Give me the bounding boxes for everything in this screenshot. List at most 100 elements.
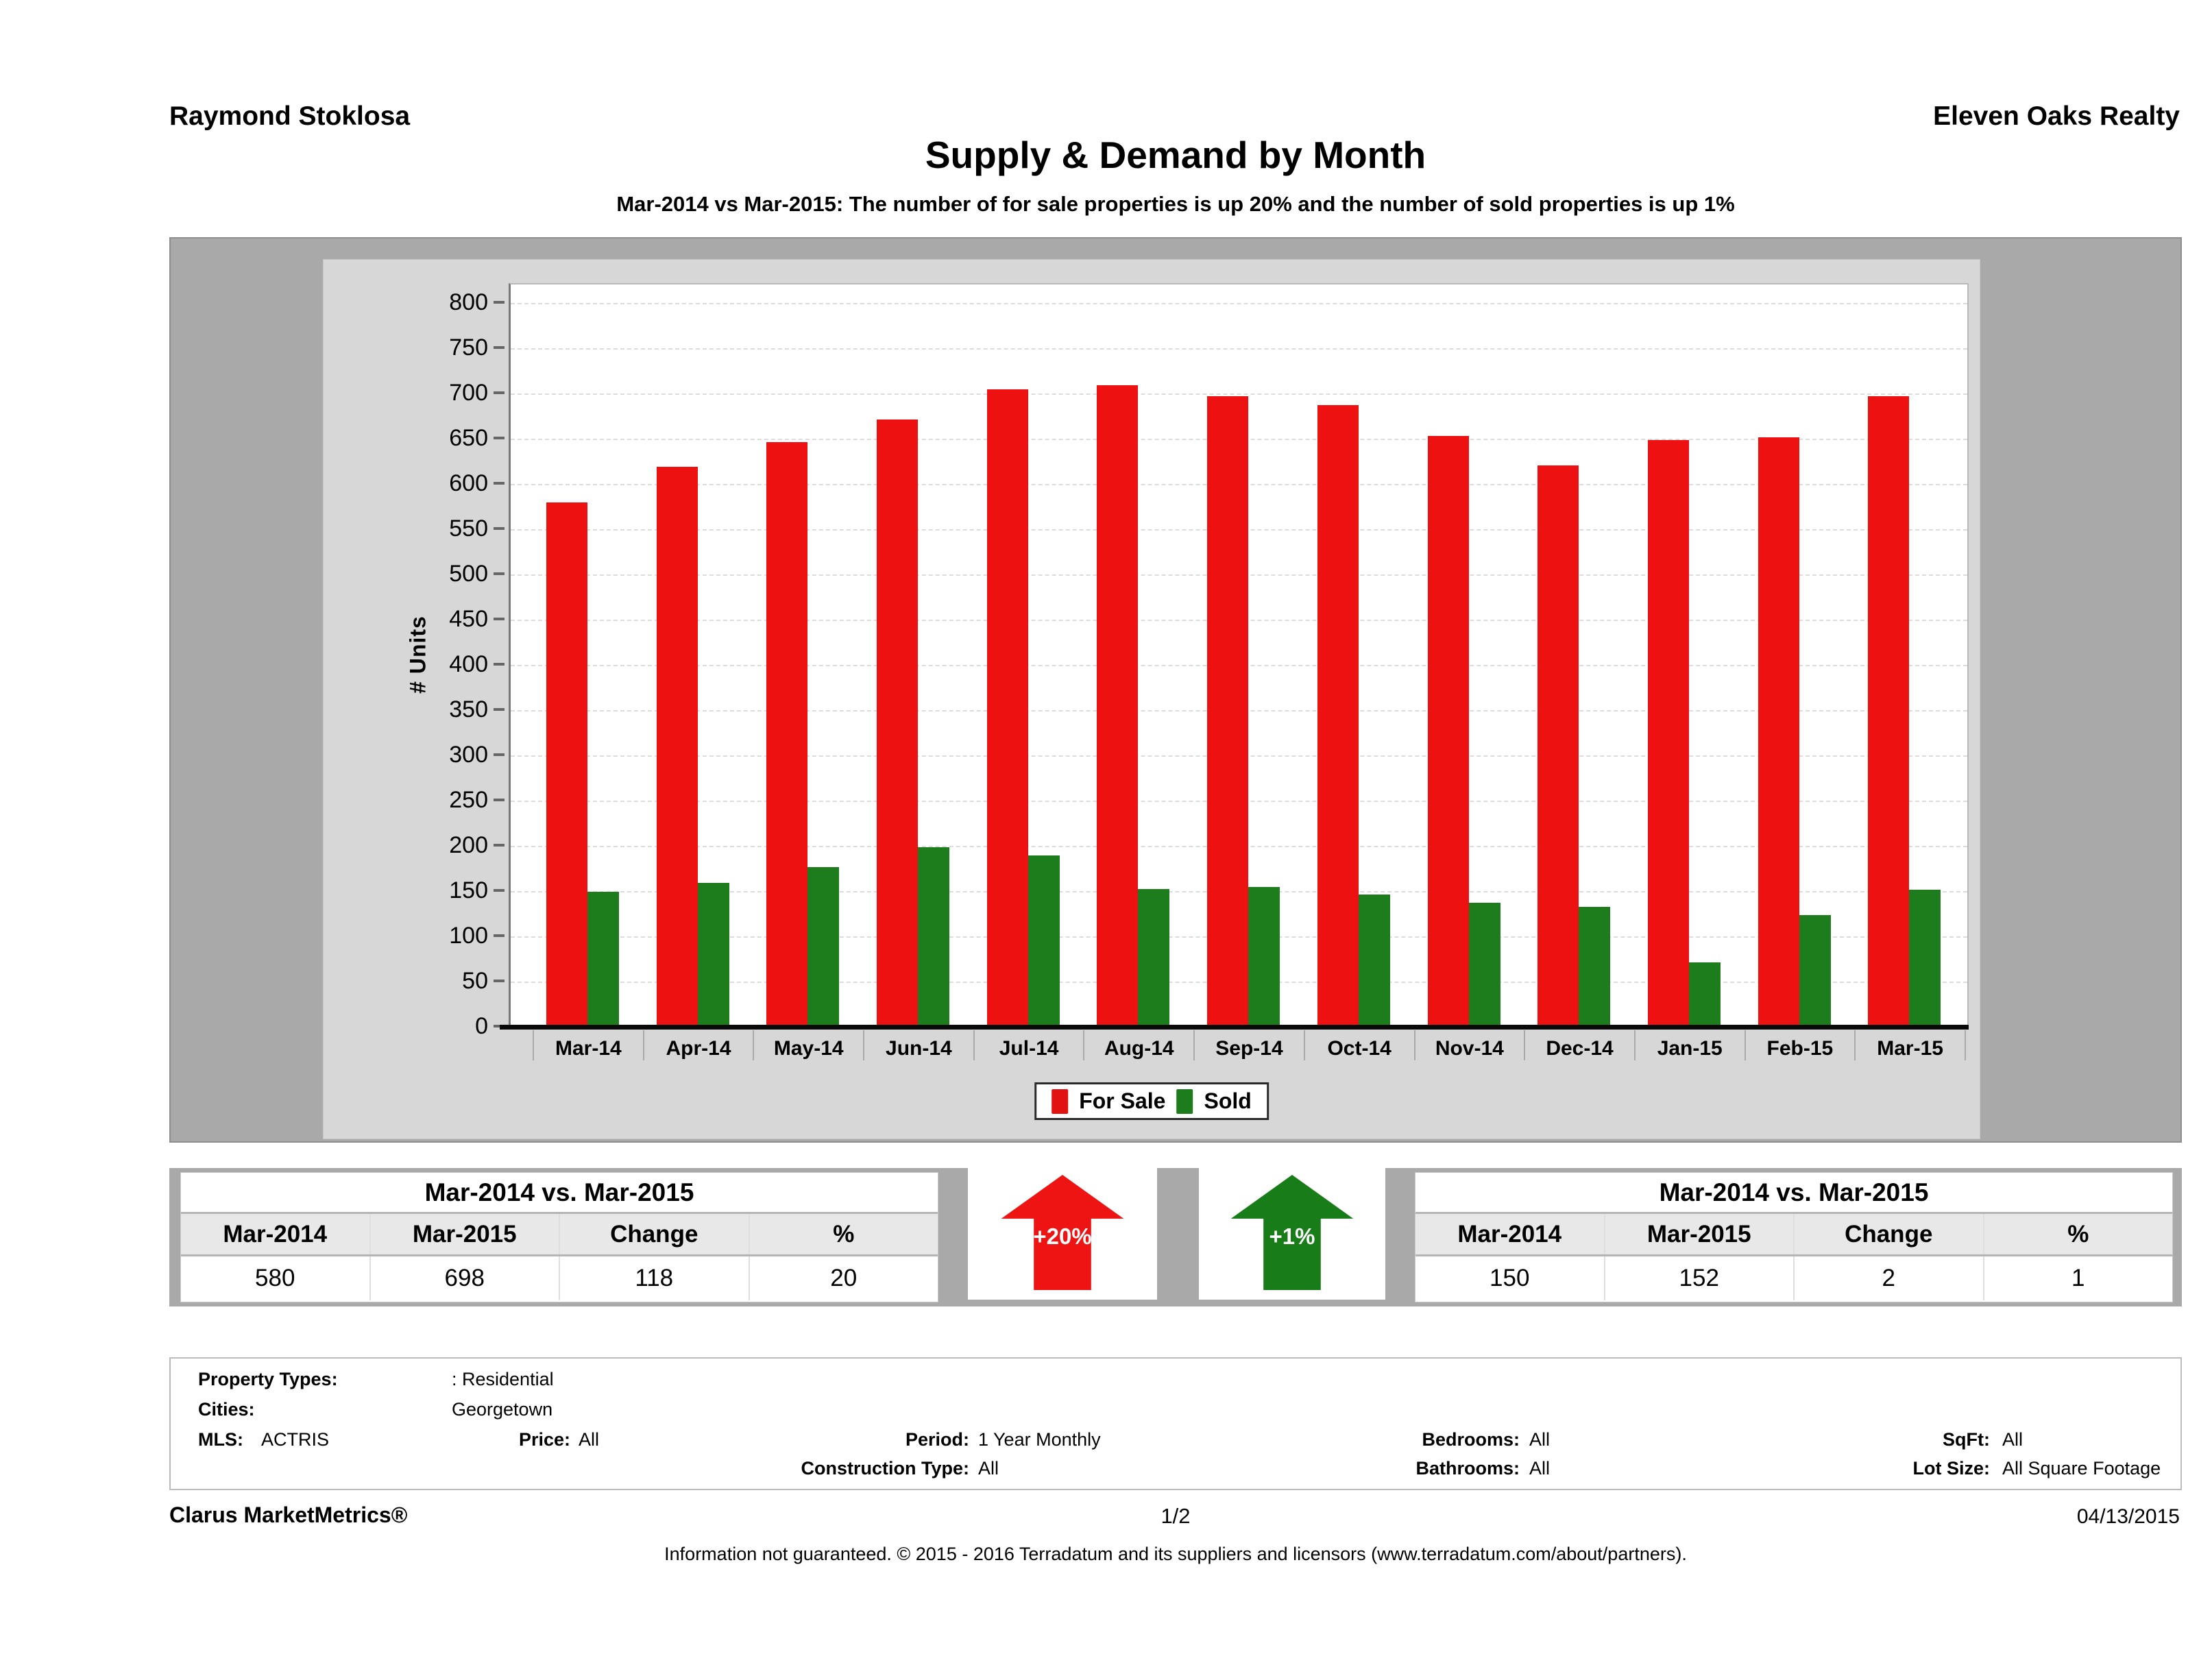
- column-header: Mar-2015: [369, 1214, 559, 1254]
- for-sale-change-percent: +20%: [1033, 1223, 1092, 1249]
- sold-table-title: Mar-2014 vs. Mar-2015: [1415, 1173, 2172, 1214]
- construction-type-label: Construction Type:: [801, 1458, 970, 1479]
- for-sale-bar: [1427, 435, 1469, 1028]
- price-value: All: [579, 1429, 600, 1450]
- footer-disclaimer: Information not guaranteed. © 2015 - 201…: [664, 1544, 1687, 1564]
- sold-change-arrow-box: +1%: [1199, 1165, 1385, 1300]
- chart-inner-panel: # Units 0 50 100 150 200 250 300 350 400 450 500 55…: [323, 259, 1980, 1139]
- bar-group-Sep-14: [1196, 284, 1306, 1028]
- y-tick-label: 100: [324, 921, 505, 950]
- sold-legend-label: Sold: [1204, 1089, 1252, 1113]
- gridline: [511, 303, 1967, 304]
- y-tick-label: 350: [324, 695, 505, 724]
- sold-swatch: [1176, 1089, 1193, 1114]
- gridline: [511, 393, 1967, 395]
- sold-bar: [918, 847, 950, 1028]
- month-label: Oct-14: [1303, 1029, 1415, 1069]
- table-value: 2: [1793, 1256, 1983, 1300]
- sold-table-value-row: 150 152 2 1: [1415, 1256, 2172, 1300]
- month-label: Feb-15: [1744, 1029, 1856, 1069]
- month-label: Apr-14: [642, 1029, 754, 1069]
- sold-table-header-row: Mar-2014 Mar-2015 Change %: [1415, 1214, 2172, 1256]
- sold-bar: [1909, 890, 1941, 1028]
- column-header: %: [748, 1214, 938, 1254]
- sqft-value: All: [2002, 1429, 2023, 1450]
- price-label: Price:: [518, 1429, 570, 1450]
- sold-bar: [1358, 894, 1390, 1028]
- for-sale-comparison-table: Mar-2014 vs. Mar-2015 Mar-2014 Mar-2015 …: [180, 1172, 938, 1302]
- mls-value: ACTRIS: [261, 1429, 330, 1450]
- construction-type-value: All: [978, 1458, 999, 1479]
- for-sale-table-title: Mar-2014 vs. Mar-2015: [181, 1173, 938, 1214]
- column-header: Change: [1793, 1214, 1983, 1254]
- period-label: Period:: [905, 1429, 969, 1450]
- column-header: Mar-2015: [1603, 1214, 1794, 1254]
- bar-group-Oct-14: [1306, 284, 1417, 1028]
- up-arrow-icon: +1%: [1227, 1175, 1357, 1290]
- sold-comparison-table: Mar-2014 vs. Mar-2015 Mar-2014 Mar-2015 …: [1415, 1172, 2173, 1302]
- for-sale-bar: [1758, 437, 1799, 1028]
- bathrooms-value: All: [1529, 1458, 1551, 1479]
- y-tick-label: 250: [324, 786, 505, 814]
- bedrooms-label: Bedrooms:: [1422, 1429, 1520, 1450]
- column-header: Change: [559, 1214, 749, 1254]
- period-value: 1 Year Monthly: [978, 1429, 1101, 1450]
- sold-bar: [697, 882, 729, 1028]
- month-axis: Mar-14 Apr-14 May-14 Jun-14 Jul-14 Aug-14 Sep-…: [533, 1029, 1966, 1069]
- column-header: Mar-2014: [223, 1220, 328, 1248]
- bar-group-Aug-14: [1086, 284, 1196, 1028]
- for-sale-swatch: [1052, 1089, 1069, 1114]
- month-label: Nov-14: [1413, 1029, 1525, 1069]
- month-label: Sep-14: [1193, 1029, 1304, 1069]
- for-sale-change-arrow-box: +20%: [968, 1165, 1157, 1300]
- y-tick-label: 400: [324, 650, 505, 679]
- bathrooms-label: Bathrooms:: [1415, 1458, 1520, 1479]
- bar-group-Dec-14: [1527, 284, 1637, 1028]
- gridline: [511, 348, 1967, 350]
- table-value: 150: [1490, 1265, 1530, 1291]
- y-tick-label: 200: [324, 831, 505, 860]
- bar-group-Jul-14: [976, 284, 1086, 1028]
- y-tick-label: 0: [324, 1012, 505, 1041]
- y-tick-label: 550: [324, 514, 505, 543]
- bar-group-Apr-14: [646, 284, 756, 1028]
- filters-panel: Property Types: : Residential Cities: Ge…: [169, 1357, 2182, 1490]
- up-arrow-icon: +20%: [997, 1175, 1128, 1290]
- y-tick-label: 600: [324, 469, 505, 498]
- table-value: 580: [255, 1265, 295, 1291]
- for-sale-bar: [986, 389, 1028, 1028]
- footer-date: 04/13/2015: [2076, 1505, 2180, 1528]
- y-axis-labels: 0 50 100 150 200 250 300 350 400 450 500 550 600 650 7…: [324, 283, 505, 1039]
- sold-bar: [587, 892, 619, 1028]
- company-name: Eleven Oaks Realty: [1933, 101, 2180, 131]
- lot-size-label: Lot Size:: [1912, 1458, 1991, 1479]
- sold-bar: [1138, 889, 1170, 1028]
- for-sale-bar: [766, 441, 808, 1028]
- for-sale-table-value-row: 580 698 118 20: [181, 1256, 938, 1300]
- month-label: Jun-14: [863, 1029, 974, 1069]
- for-sale-bar: [877, 419, 919, 1028]
- bar-group-Nov-14: [1417, 284, 1527, 1028]
- for-sale-bar: [656, 466, 698, 1028]
- table-value: 1: [1982, 1256, 2173, 1300]
- cities-value: Georgetown: [452, 1399, 553, 1420]
- bar-group-Feb-15: [1747, 284, 1858, 1028]
- sold-bar: [1468, 902, 1500, 1028]
- y-tick-label: 500: [324, 559, 505, 588]
- for-sale-bar: [1207, 396, 1249, 1028]
- report-title: Supply & Demand by Month: [925, 134, 1426, 176]
- footer-page-number: 1/2: [1160, 1504, 1191, 1528]
- footer-brand: Clarus MarketMetrics®: [169, 1503, 408, 1527]
- sold-bar: [1688, 962, 1721, 1028]
- for-sale-table-header-row: Mar-2014 Mar-2015 Change %: [181, 1214, 938, 1256]
- month-label: Mar-14: [533, 1029, 644, 1069]
- table-value: 698: [369, 1256, 559, 1300]
- y-tick-label: 300: [324, 740, 505, 769]
- bar-group-Jun-14: [866, 284, 976, 1028]
- sold-bar: [807, 867, 840, 1028]
- summary-band: Mar-2014 vs. Mar-2015 Mar-2014 Mar-2015 …: [169, 1165, 2182, 1306]
- for-sale-bar: [1097, 385, 1139, 1028]
- plot-area: [500, 283, 1969, 1030]
- lot-size-value: All Square Footage: [2002, 1458, 2161, 1479]
- y-tick-label: 650: [324, 424, 505, 452]
